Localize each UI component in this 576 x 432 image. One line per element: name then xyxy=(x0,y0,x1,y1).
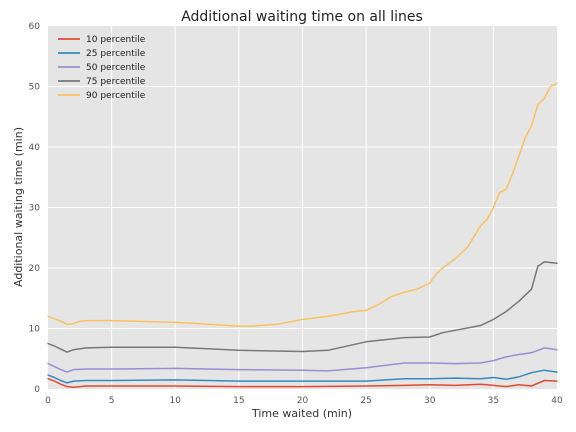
series-line-4 xyxy=(47,261,558,353)
y-tick-label: 60 xyxy=(29,22,41,32)
x-axis-title: Time waited (min) xyxy=(251,407,352,420)
series-line-3 xyxy=(47,347,558,373)
x-tick-label: 25 xyxy=(360,396,371,406)
series-line-5 xyxy=(47,82,558,327)
legend-label: 25 percentile xyxy=(86,49,146,59)
x-tick-label: 35 xyxy=(488,396,499,406)
legend-label: 75 percentile xyxy=(86,77,146,87)
y-tick-labels: 0 10 20 30 40 50 60 xyxy=(29,22,41,395)
legend-label: 90 percentile xyxy=(86,91,146,101)
chart-title: Additional waiting time on all lines xyxy=(181,9,423,25)
y-tick-label: 10 xyxy=(29,325,41,335)
x-tick-label: 30 xyxy=(424,396,436,406)
x-tick-label: 40 xyxy=(551,396,563,406)
x-tick-label: 15 xyxy=(233,396,244,406)
series-lines xyxy=(47,82,558,388)
x-tick-label: 5 xyxy=(109,396,115,406)
legend-label: 50 percentile xyxy=(86,63,146,73)
legend-label: 10 percentile xyxy=(86,35,146,45)
y-tick-label: 20 xyxy=(29,264,41,274)
x-tick-label: 10 xyxy=(170,396,182,406)
y-tick-label: 0 xyxy=(34,385,40,395)
y-tick-label: 30 xyxy=(29,204,41,214)
y-tick-label: 50 xyxy=(29,83,41,93)
x-tick-label: 20 xyxy=(297,396,309,406)
series-line-2 xyxy=(47,369,558,384)
y-tick-label: 40 xyxy=(29,143,41,153)
x-tick-label: 0 xyxy=(45,396,51,406)
legend: 10 percentile 25 percentile 50 percentile 7… xyxy=(58,35,146,101)
y-axis-title: Additional waiting time (min) xyxy=(12,127,25,287)
series-line-1 xyxy=(47,377,558,388)
x-tick-labels: 0 5 10 15 20 25 30 35 40 xyxy=(45,396,563,406)
